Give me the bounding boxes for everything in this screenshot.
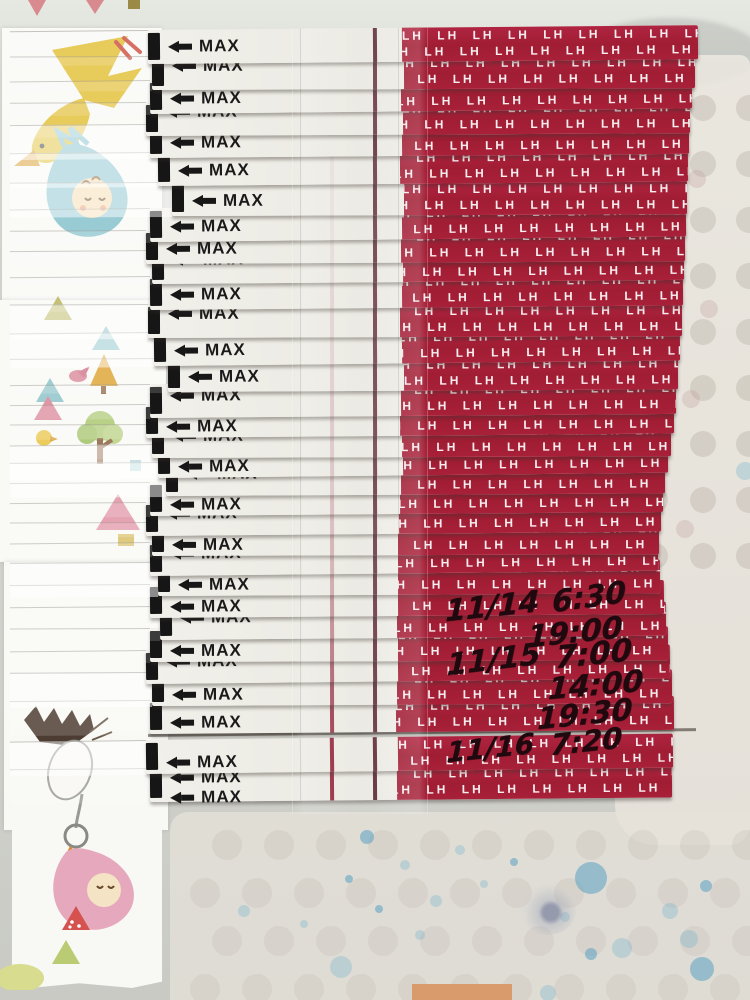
paper-dot — [736, 263, 750, 289]
blue-speckle — [510, 858, 518, 866]
handwritten-annotation: 7:20 — [549, 720, 623, 763]
handwritten-annotation: 11/14 — [444, 584, 540, 630]
blue-speckle — [400, 860, 410, 870]
paper-dot — [658, 878, 688, 908]
paper-dot — [736, 375, 750, 401]
blue-speckle — [360, 830, 374, 844]
blue-speckle — [700, 880, 712, 892]
paper-dot — [242, 878, 272, 908]
paper-dot — [736, 487, 750, 513]
paper-dot — [690, 207, 716, 233]
paper-dot — [710, 974, 740, 1000]
blue-speckle — [680, 930, 698, 948]
paper-dot — [606, 878, 636, 908]
paper-dot — [346, 974, 376, 1000]
paper-dot — [576, 830, 606, 860]
paper-dot — [398, 878, 428, 908]
paper-dot — [736, 95, 750, 121]
paper-dot-pink — [676, 520, 694, 538]
blue-speckle — [690, 957, 714, 981]
blue-speckle — [585, 948, 597, 960]
paper-dot — [690, 95, 716, 121]
paper-dot — [690, 543, 716, 569]
paper-dot — [524, 830, 554, 860]
paper-dot — [680, 830, 710, 860]
handwritten-annotation: 11/15 — [446, 636, 541, 684]
paper-dot — [450, 878, 480, 908]
paper-dot — [736, 543, 750, 569]
paper-dot — [680, 926, 710, 956]
blue-speckle — [575, 862, 607, 894]
blue-speckle — [300, 920, 308, 928]
paper-dot — [212, 926, 242, 956]
paper-dot — [472, 830, 502, 860]
ink-swirl — [520, 885, 576, 935]
paper-dot — [658, 974, 688, 1000]
blue-speckle — [480, 880, 488, 888]
paper-dot — [690, 263, 716, 289]
paper-dot — [554, 974, 584, 1000]
paper-dot — [346, 878, 376, 908]
paper-dot — [472, 926, 502, 956]
paper-dot — [264, 926, 294, 956]
blue-speckle — [662, 903, 678, 919]
paper-dot — [690, 375, 716, 401]
blue-speckle — [345, 875, 353, 883]
paper-dot — [368, 926, 398, 956]
blue-speckle — [736, 462, 750, 480]
paper-dot — [732, 926, 750, 956]
washi-corner-scraps — [28, 0, 140, 16]
paper-dot — [606, 974, 636, 1000]
paper-dot — [710, 878, 740, 908]
paper-dot — [420, 926, 450, 956]
paper-dot — [316, 926, 346, 956]
blue-speckle — [455, 845, 465, 855]
orange-paper-edge — [412, 984, 512, 1000]
paper-dot — [690, 487, 716, 513]
blue-speckle — [330, 956, 352, 978]
handwritten-annotation: 11/16 — [445, 726, 535, 770]
paper-dot — [736, 151, 750, 177]
paper-dot — [294, 974, 324, 1000]
paper-dot-pink — [682, 390, 700, 408]
paper-dot — [736, 431, 750, 457]
paper-dot — [190, 974, 220, 1000]
paper-dot — [690, 151, 716, 177]
blue-speckle — [612, 938, 632, 958]
dotted-paper-bottom — [170, 812, 750, 1000]
paper-dot — [212, 830, 242, 860]
paper-dot — [190, 878, 220, 908]
paper-dot-pink — [688, 170, 706, 188]
paper-dot — [628, 926, 658, 956]
paper-dot — [736, 207, 750, 233]
paper-dot — [316, 830, 346, 860]
paper-dot — [690, 319, 716, 345]
paper-dot-pink — [700, 300, 718, 318]
blue-speckle — [238, 905, 250, 917]
paper-dot — [294, 878, 324, 908]
paper-dot — [732, 830, 750, 860]
paper-dot — [242, 974, 272, 1000]
paper-dot — [420, 830, 450, 860]
stork-bottom-illustration — [0, 706, 134, 990]
blue-speckle — [540, 985, 556, 1000]
paper-dot — [628, 830, 658, 860]
paper-dot — [690, 431, 716, 457]
blue-speckle — [430, 895, 442, 907]
paper-dot — [264, 830, 294, 860]
paper-dot — [736, 319, 750, 345]
blue-speckle — [375, 905, 383, 913]
blue-speckle — [415, 930, 425, 940]
